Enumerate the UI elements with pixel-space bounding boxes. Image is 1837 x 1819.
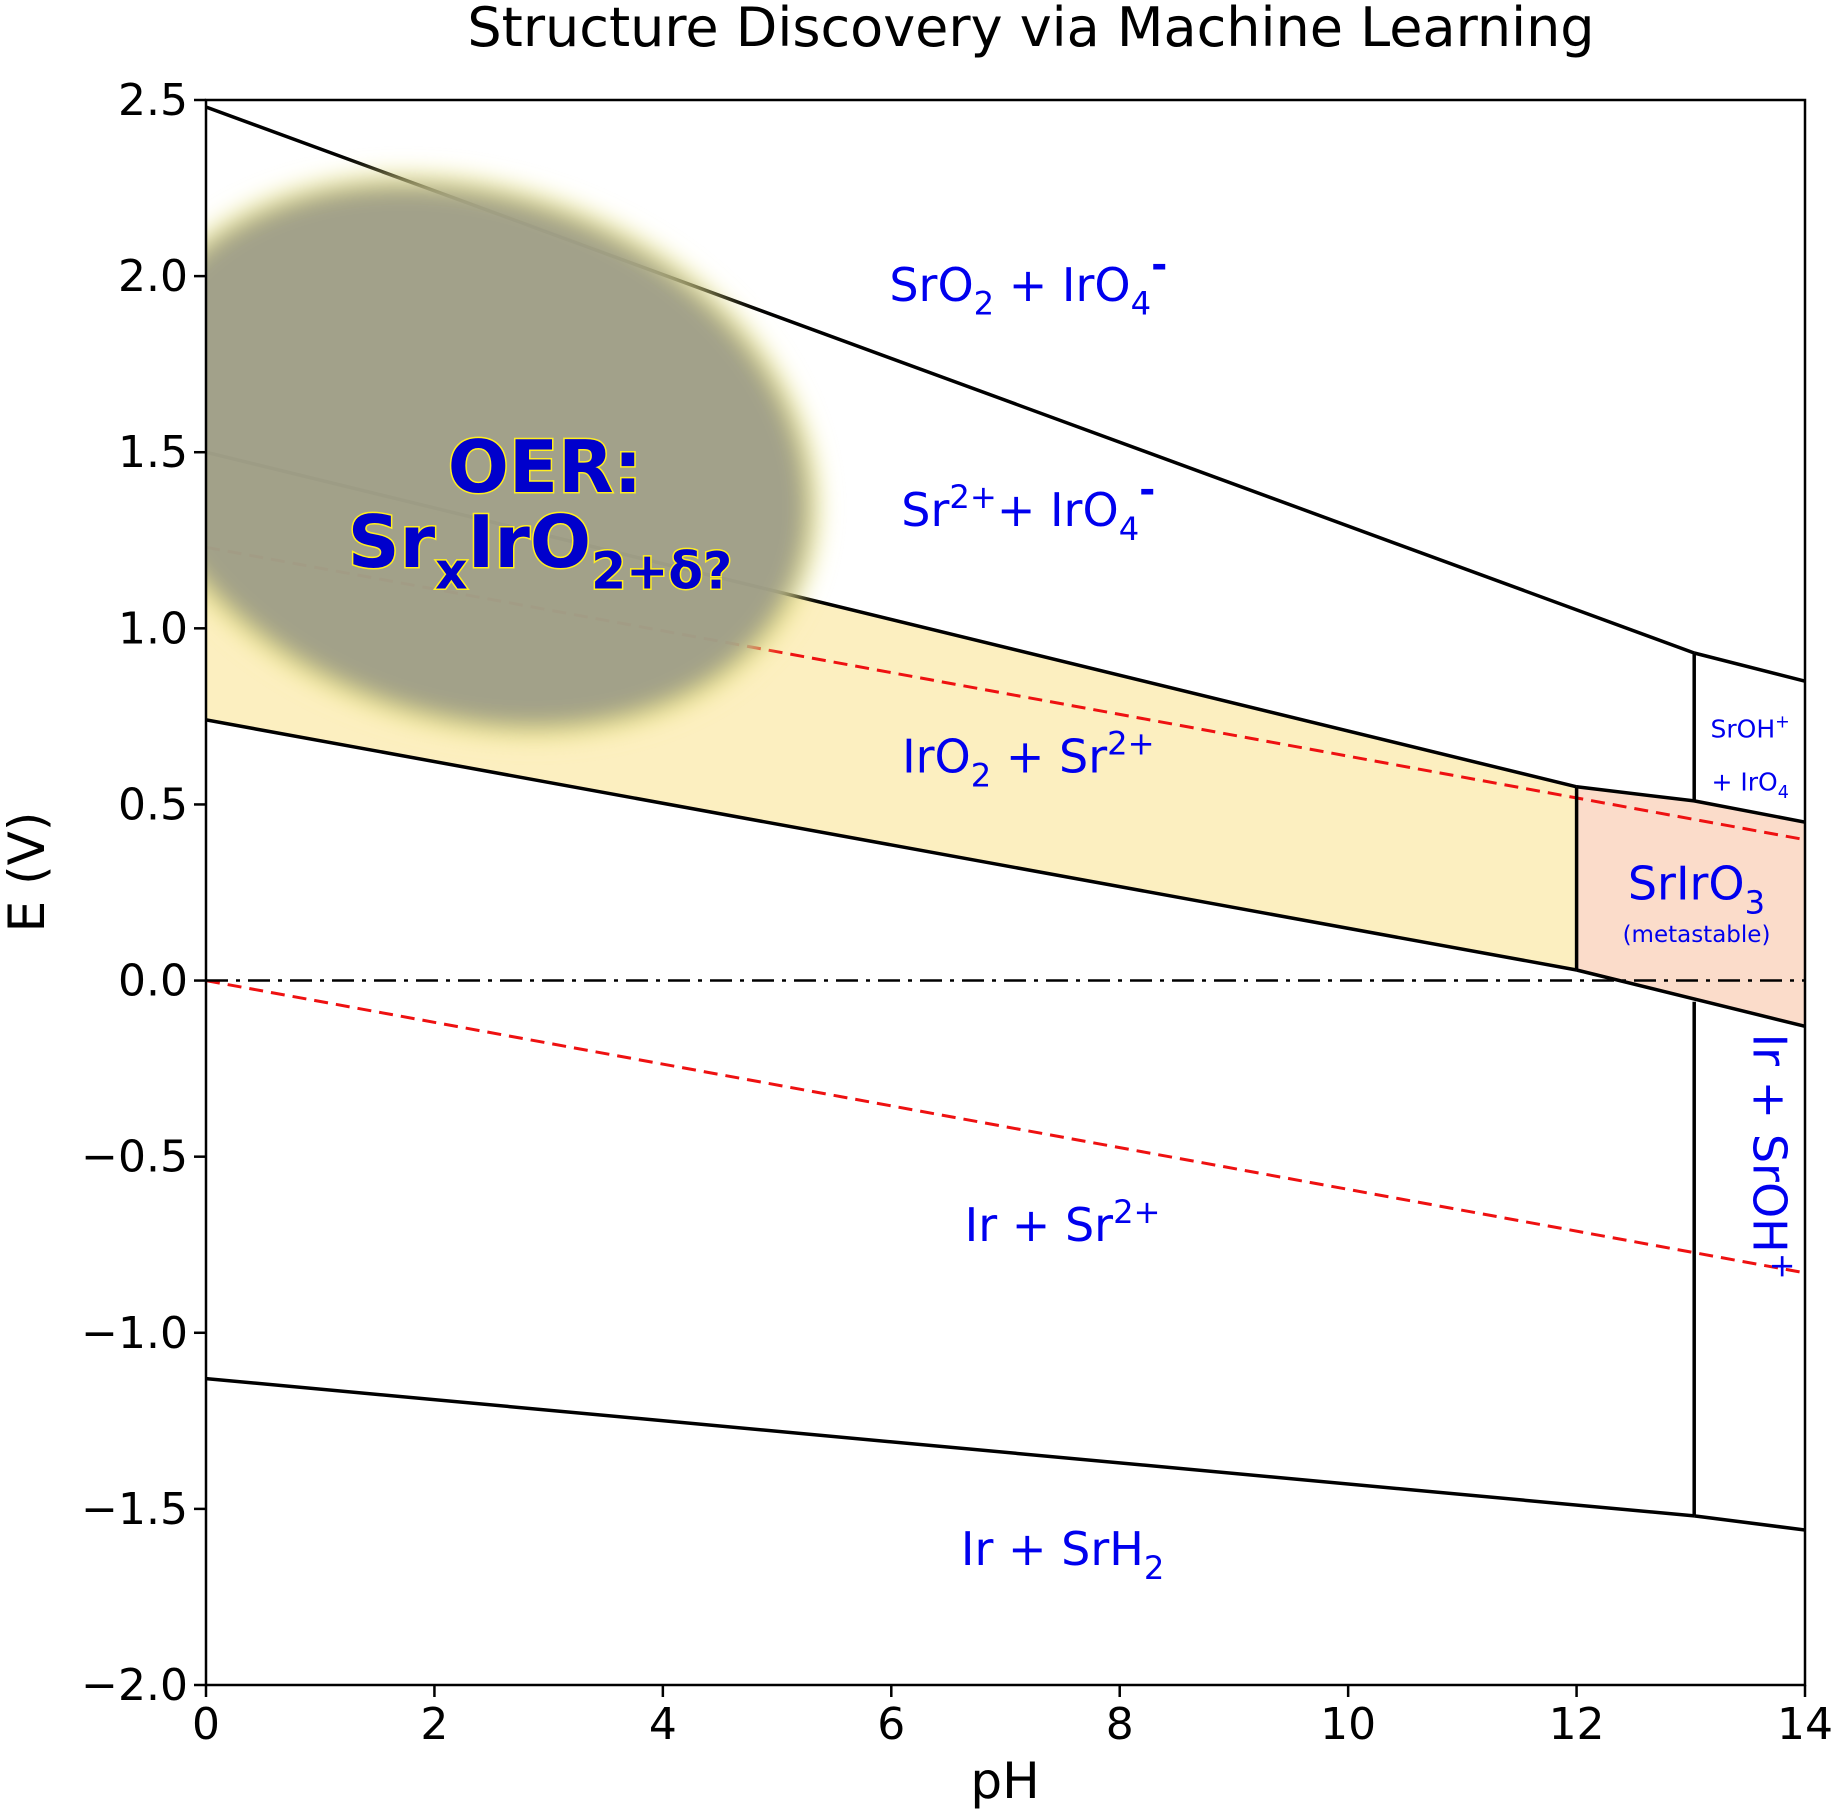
label-ir-srh2: Ir + SrH2 — [961, 1522, 1164, 1587]
chart-title: Structure Discovery via Machine Learning — [467, 0, 1594, 59]
oer-region — [206, 174, 819, 737]
boundary-line-10 — [1693, 1514, 1805, 1532]
label-metastable: (metastable) — [1623, 922, 1771, 948]
boundary-line-4 — [206, 718, 1577, 972]
x-tick-label: 0 — [192, 1699, 220, 1750]
label-sroh-top: SrOH+ — [1711, 713, 1790, 744]
x-tick-label: 6 — [877, 1699, 905, 1750]
y-tick-label: 1.5 — [118, 427, 188, 478]
label-ir-sroh: Ir + SrOH+ — [1743, 1034, 1802, 1280]
y-tick-label: 1.0 — [118, 603, 188, 654]
y-tick-label: −0.5 — [81, 1132, 188, 1183]
label-iro4-small: + IrO4 — [1711, 767, 1788, 803]
y-tick-label: −2.0 — [81, 1660, 188, 1711]
x-axis-title: pH — [970, 1752, 1039, 1810]
y-tick-label: −1.5 — [81, 1484, 188, 1535]
y-axis-title: E (V) — [0, 812, 56, 933]
plot-inner — [206, 105, 1805, 1532]
x-tick-label: 14 — [1777, 1699, 1833, 1750]
oer-blob — [206, 183, 810, 728]
y-tick-label: 0.5 — [118, 779, 188, 830]
water-line-1 — [206, 979, 1805, 1275]
label-sr-iro4: Sr2++ IrO4- — [901, 468, 1155, 548]
region-fill-1 — [1576, 786, 1805, 1027]
axes-frame — [204, 98, 1807, 1687]
boundary-line-9 — [206, 1376, 1695, 1518]
boundary-line-1 — [1693, 651, 1805, 683]
x-tick-label: 12 — [1549, 1699, 1605, 1750]
x-tick-label: 10 — [1320, 1699, 1376, 1750]
oer-label-line2: SrxIrO2+δ? — [348, 500, 733, 601]
boundary-line-5 — [1576, 968, 1805, 1028]
y-tick-label: 0.0 — [118, 956, 188, 1007]
region-labels: SrO2 + IrO4- Sr2++ IrO4- IrO2 + Sr2+ Ir + S… — [889, 243, 1802, 1587]
x-tick-label: 8 — [1106, 1699, 1134, 1750]
y-tick-label: 2.5 — [118, 75, 188, 126]
oer-label-line1: OER: — [448, 425, 643, 509]
label-ir-sr: Ir + Sr2+ — [965, 1193, 1161, 1252]
label-sriro3: SrIrO3 — [1628, 857, 1765, 922]
y-tick-label: 2.0 — [118, 251, 188, 302]
label-sro2-iro4: SrO2 + IrO4- — [889, 243, 1167, 323]
y-tick-label: −1.0 — [81, 1308, 188, 1359]
x-tick-label: 4 — [649, 1699, 677, 1750]
x-tick-label: 2 — [420, 1699, 448, 1750]
axes: 0 2 4 6 8 10 12 14 2.5 2.0 1.5 1.0 0.5 0.0 −0.5 −1.0 −1.… — [81, 75, 1833, 1750]
plot-area: SrO2 + IrO4- Sr2++ IrO4- IrO2 + Sr2+ Ir + S… — [206, 105, 1805, 1587]
label-iro2-sr: IrO2 + Sr2+ — [902, 724, 1155, 794]
